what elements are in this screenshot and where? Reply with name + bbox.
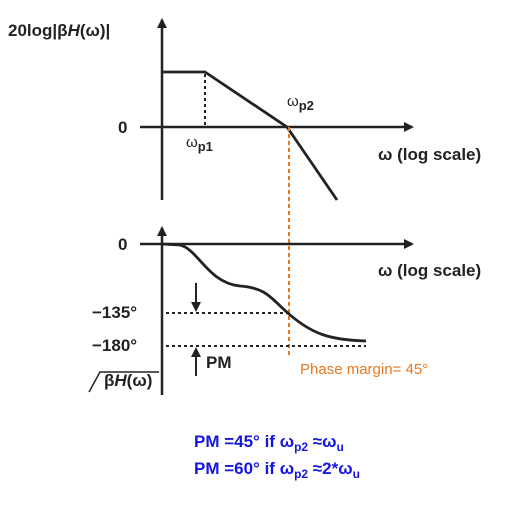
wp1-label: ωp1 — [186, 134, 213, 154]
minus-135-label: −135° — [92, 303, 137, 322]
magnitude-x-axis-label: ω (log scale) — [378, 145, 481, 164]
pm-label: PM — [206, 353, 232, 372]
magnitude-y-axis-label: 20log|βH(ω)| — [8, 21, 110, 40]
magnitude-zero-label: 0 — [118, 118, 127, 137]
phase-angle-symbol — [88, 371, 159, 393]
phase-x-axis-label: ω (log scale) — [378, 261, 481, 280]
phase-plot: 0 ω (log scale) −135° −180° PM βH(ω) Pha… — [88, 226, 481, 395]
minus-180-label: −180° — [92, 336, 137, 355]
phase-zero-label: 0 — [118, 235, 127, 254]
pm-60-note: PM =60° if ωp2 ≈2*ωu — [194, 459, 360, 481]
pm-notes: PM =45° if ωp2 ≈ωu PM =60° if ωp2 ≈2*ωu — [194, 432, 360, 481]
phase-margin-note: Phase margin= 45° — [300, 361, 428, 378]
phase-y-axis-label: βH(ω) — [104, 371, 152, 390]
pm-45-note: PM =45° if ωp2 ≈ωu — [194, 432, 344, 454]
magnitude-curve — [162, 70, 339, 201]
magnitude-plot: 20log|βH(ω)| 0 ω (log scale) ωp1 ωp2 — [8, 18, 481, 201]
phase-curve — [161, 242, 367, 343]
wp2-label: ωp2 — [287, 93, 314, 113]
